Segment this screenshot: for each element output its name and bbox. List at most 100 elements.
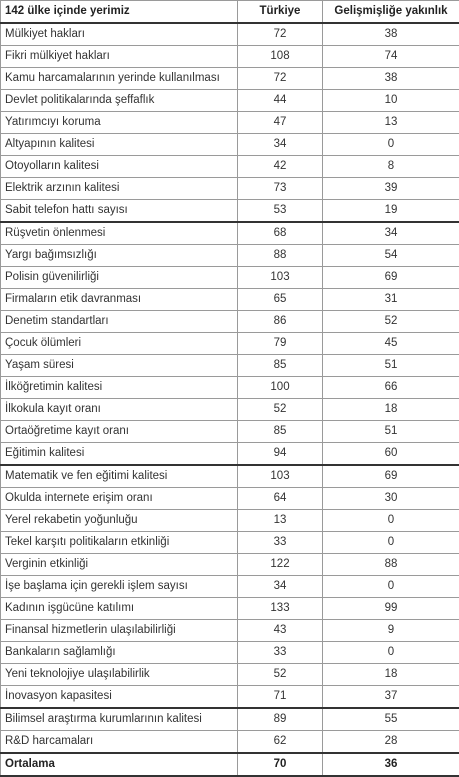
row-label-cell: Bankaların sağlamlığı xyxy=(1,642,238,664)
row-turkiye-cell: 42 xyxy=(238,156,323,178)
row-label-cell: Sabit telefon hattı sayısı xyxy=(1,200,238,223)
row-turkiye-cell: 65 xyxy=(238,289,323,311)
row-label-cell: R&D harcamaları xyxy=(1,731,238,754)
row-turkiye-cell: 85 xyxy=(238,421,323,443)
row-yakinlik-cell: 34 xyxy=(323,222,459,245)
row-yakinlik-cell: 10 xyxy=(323,90,459,112)
row-turkiye-cell: 103 xyxy=(238,465,323,488)
row-label-cell: Elektrik arzının kalitesi xyxy=(1,178,238,200)
row-turkiye-cell: 43 xyxy=(238,620,323,642)
row-yakinlik-cell: 0 xyxy=(323,510,459,532)
row-yakinlik-cell: 38 xyxy=(323,23,459,46)
row-label-cell: Devlet politikalarında şeffaflık xyxy=(1,90,238,112)
row-yakinlik-cell: 18 xyxy=(323,664,459,686)
row-label-cell: Finansal hizmetlerin ulaşılabilirliği xyxy=(1,620,238,642)
row-yakinlik-cell: 55 xyxy=(323,708,459,731)
row-label-cell: Okulda internete erişim oranı xyxy=(1,488,238,510)
row-turkiye-cell: 88 xyxy=(238,245,323,267)
row-label-cell: İşe başlama için gerekli işlem sayısı xyxy=(1,576,238,598)
column-header-turkiye: Türkiye xyxy=(238,1,323,24)
row-yakinlik-cell: 60 xyxy=(323,443,459,466)
row-yakinlik-cell: 9 xyxy=(323,620,459,642)
row-label-cell: Denetim standartları xyxy=(1,311,238,333)
row-label-cell: Çocuk ölümleri xyxy=(1,333,238,355)
row-yakinlik-cell: 0 xyxy=(323,134,459,156)
column-header-yakinlik: Gelişmişliğe yakınlık xyxy=(323,1,459,24)
row-yakinlik-cell: 19 xyxy=(323,200,459,223)
row-yakinlik-cell: 99 xyxy=(323,598,459,620)
row-label-cell: İnovasyon kapasitesi xyxy=(1,686,238,709)
row-turkiye-cell: 100 xyxy=(238,377,323,399)
total-yakinlik-cell: 36 xyxy=(323,753,459,776)
row-yakinlik-cell: 52 xyxy=(323,311,459,333)
row-label-cell: Otoyolların kalitesi xyxy=(1,156,238,178)
row-yakinlik-cell: 51 xyxy=(323,355,459,377)
row-turkiye-cell: 33 xyxy=(238,642,323,664)
row-label-cell: Yaşam süresi xyxy=(1,355,238,377)
row-label-cell: Eğitimin kalitesi xyxy=(1,443,238,466)
row-yakinlik-cell: 13 xyxy=(323,112,459,134)
row-label-cell: Firmaların etik davranması xyxy=(1,289,238,311)
row-label-cell: Altyapının kalitesi xyxy=(1,134,238,156)
row-turkiye-cell: 71 xyxy=(238,686,323,709)
row-yakinlik-cell: 51 xyxy=(323,421,459,443)
row-turkiye-cell: 72 xyxy=(238,68,323,90)
row-turkiye-cell: 89 xyxy=(238,708,323,731)
row-yakinlik-cell: 31 xyxy=(323,289,459,311)
row-turkiye-cell: 73 xyxy=(238,178,323,200)
row-turkiye-cell: 72 xyxy=(238,23,323,46)
row-yakinlik-cell: 69 xyxy=(323,267,459,289)
row-label-cell: Mülkiyet hakları xyxy=(1,23,238,46)
row-label-cell: İlkokula kayıt oranı xyxy=(1,399,238,421)
row-turkiye-cell: 13 xyxy=(238,510,323,532)
total-turkiye-cell: 70 xyxy=(238,753,323,776)
row-label-cell: Yerel rekabetin yoğunluğu xyxy=(1,510,238,532)
row-turkiye-cell: 103 xyxy=(238,267,323,289)
row-label-cell: İlköğretimin kalitesi xyxy=(1,377,238,399)
column-header-indicator: 142 ülke içinde yerimiz xyxy=(1,1,238,24)
row-label-cell: Kadının işgücüne katılımı xyxy=(1,598,238,620)
row-turkiye-cell: 108 xyxy=(238,46,323,68)
row-turkiye-cell: 34 xyxy=(238,134,323,156)
row-turkiye-cell: 86 xyxy=(238,311,323,333)
row-label-cell: Matematik ve fen eğitimi kalitesi xyxy=(1,465,238,488)
row-yakinlik-cell: 18 xyxy=(323,399,459,421)
row-turkiye-cell: 68 xyxy=(238,222,323,245)
row-label-cell: Fikri mülkiyet hakları xyxy=(1,46,238,68)
row-yakinlik-cell: 28 xyxy=(323,731,459,754)
row-label-cell: Yatırımcıyı koruma xyxy=(1,112,238,134)
row-yakinlik-cell: 54 xyxy=(323,245,459,267)
table-row: Bilimsel araştırma kurumlarının kalitesi… xyxy=(1,708,459,731)
row-turkiye-cell: 33 xyxy=(238,532,323,554)
row-yakinlik-cell: 38 xyxy=(323,68,459,90)
row-yakinlik-cell: 8 xyxy=(323,156,459,178)
row-yakinlik-cell: 30 xyxy=(323,488,459,510)
row-turkiye-cell: 122 xyxy=(238,554,323,576)
table-row: Kamu harcamalarının yerinde kullanılması… xyxy=(1,68,459,90)
row-turkiye-cell: 52 xyxy=(238,664,323,686)
row-yakinlik-cell: 74 xyxy=(323,46,459,68)
row-label-cell: Rüşvetin önlenmesi xyxy=(1,222,238,245)
row-turkiye-cell: 64 xyxy=(238,488,323,510)
row-turkiye-cell: 133 xyxy=(238,598,323,620)
